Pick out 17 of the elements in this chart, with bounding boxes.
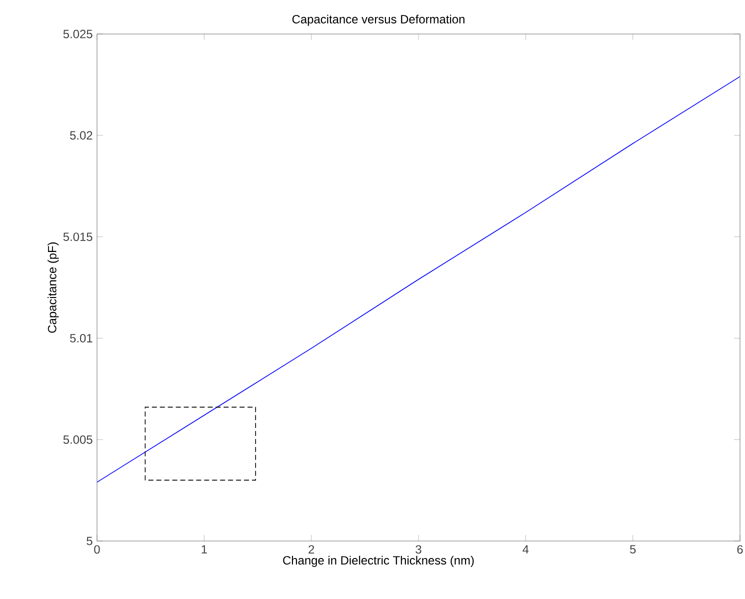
x-tick-label: 2	[308, 545, 314, 554]
y-tick-label: 5.005	[63, 435, 92, 444]
y-tick-label: 5.02	[70, 131, 92, 140]
x-tick-label: 5	[630, 545, 636, 554]
x-axis-title: Change in Dielectric Thickness (nm)	[283, 556, 474, 567]
y-tick-label: 5.025	[63, 30, 92, 38]
y-axis-title: Capacitance (pF)	[48, 242, 59, 333]
x-tick-label: 1	[202, 545, 207, 554]
y-tick-label: 5.015	[63, 232, 92, 242]
x-tick-label: 3	[416, 545, 422, 554]
y-tick-label: 5	[86, 536, 92, 546]
x-tick-label: 4	[522, 545, 529, 554]
chart-title: Capacitance versus Deformation	[292, 14, 464, 26]
line-series	[97, 76, 740, 483]
x-tick-label: 6	[737, 545, 743, 554]
x-tick-label: 0	[94, 545, 100, 554]
y-tick-label: 5.01	[70, 334, 92, 342]
